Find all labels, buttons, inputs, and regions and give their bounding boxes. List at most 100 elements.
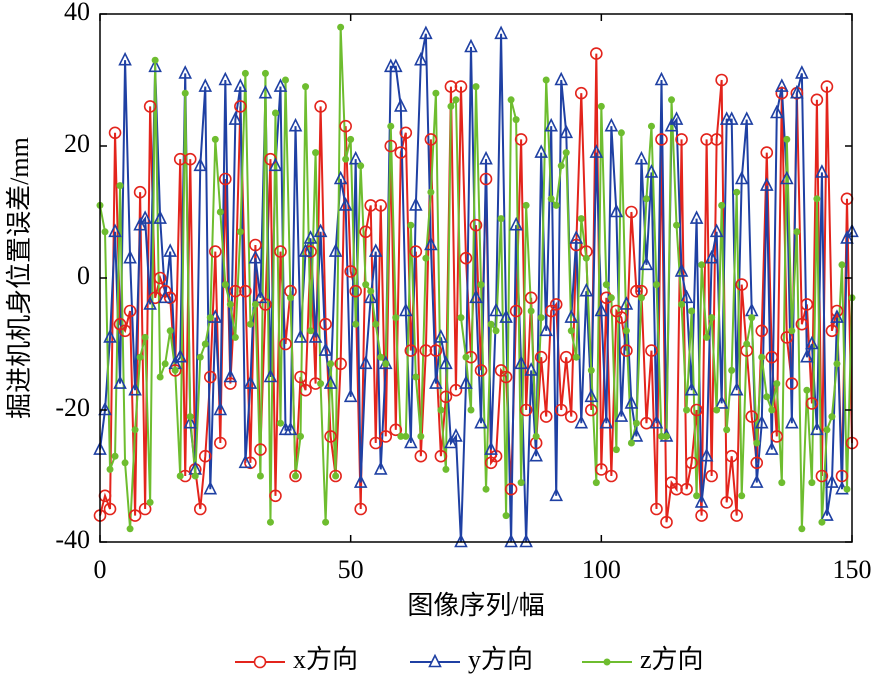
marker (224, 377, 237, 390)
marker (739, 111, 754, 125)
marker (236, 228, 244, 236)
marker (148, 58, 162, 73)
marker (452, 96, 460, 104)
marker (444, 80, 458, 93)
marker (644, 164, 659, 178)
marker (259, 298, 272, 311)
marker (238, 454, 253, 469)
marker (186, 413, 194, 421)
marker (409, 245, 423, 258)
marker (564, 410, 578, 423)
marker (572, 353, 580, 361)
marker (163, 291, 177, 305)
marker (647, 122, 655, 130)
marker (713, 406, 721, 414)
marker (640, 416, 653, 430)
marker (770, 104, 784, 119)
marker (318, 342, 333, 356)
y-axis-label: 掘进机机身位置误差/mm (5, 137, 34, 419)
marker (241, 69, 249, 77)
marker (156, 373, 164, 381)
marker (447, 102, 455, 110)
marker (229, 284, 242, 298)
marker (432, 89, 440, 97)
marker (718, 201, 726, 209)
marker (444, 434, 458, 449)
marker (472, 83, 480, 91)
marker (216, 208, 224, 216)
marker (312, 149, 320, 157)
marker (645, 344, 658, 357)
marker (674, 263, 689, 277)
marker (303, 230, 318, 244)
marker (459, 375, 473, 389)
marker (534, 144, 548, 158)
marker (729, 381, 744, 396)
marker (770, 430, 784, 443)
marker (337, 23, 345, 31)
marker (755, 324, 769, 338)
marker (123, 249, 137, 264)
marker (773, 380, 781, 388)
marker (146, 498, 154, 506)
marker (602, 281, 610, 289)
marker (372, 320, 380, 328)
marker (612, 446, 620, 454)
marker (798, 525, 806, 533)
marker (695, 509, 708, 522)
marker (683, 406, 691, 414)
marker (539, 322, 553, 337)
marker (830, 304, 844, 318)
marker (219, 172, 232, 186)
marker (424, 133, 438, 146)
marker (708, 314, 716, 322)
marker (487, 320, 495, 328)
legend-marker (428, 653, 442, 668)
marker (329, 469, 342, 483)
marker (650, 502, 663, 516)
series-line (99, 33, 853, 543)
marker (634, 150, 649, 165)
x-tick-label: 100 (582, 555, 621, 584)
marker (168, 364, 182, 377)
marker (324, 430, 337, 443)
marker (795, 317, 809, 331)
marker (454, 80, 468, 93)
marker (349, 284, 362, 298)
marker (373, 461, 388, 475)
marker (524, 362, 538, 376)
marker (803, 386, 811, 394)
marker (663, 432, 671, 440)
marker (268, 157, 283, 172)
marker (213, 401, 228, 416)
marker (449, 428, 463, 442)
marker (704, 249, 719, 264)
marker (332, 472, 340, 480)
marker (614, 408, 629, 422)
marker (698, 261, 706, 269)
marker (532, 432, 540, 440)
marker (308, 329, 323, 343)
marker (203, 480, 218, 495)
marker (464, 38, 478, 53)
marker (810, 93, 824, 107)
marker (657, 432, 665, 440)
marker (484, 441, 498, 455)
marker (261, 69, 269, 77)
marker (489, 302, 503, 317)
y-tick-label: -20 (55, 393, 90, 422)
marker (605, 469, 618, 483)
marker (609, 203, 624, 218)
marker (689, 210, 704, 224)
marker (287, 294, 295, 302)
marker (404, 344, 418, 357)
marker (830, 309, 844, 323)
marker (753, 439, 761, 447)
marker (724, 111, 739, 125)
marker (577, 215, 585, 223)
marker (266, 518, 274, 526)
marker (218, 71, 233, 86)
marker (353, 474, 368, 488)
marker (198, 78, 213, 92)
marker (248, 249, 263, 264)
